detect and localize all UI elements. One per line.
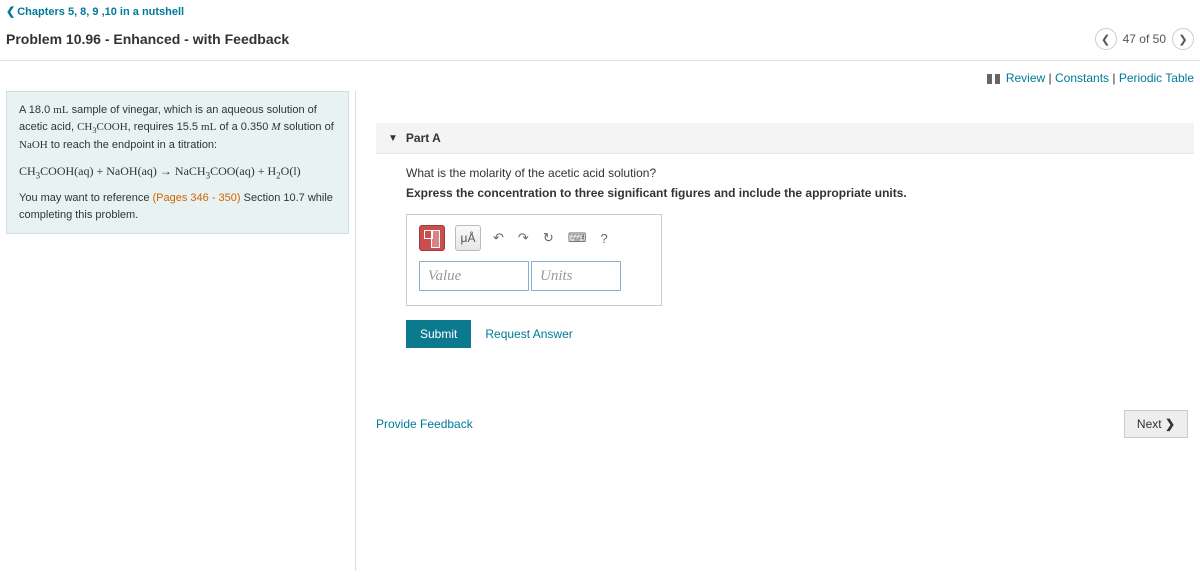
periodic-table-link[interactable]: Periodic Table [1119,71,1194,85]
reset-icon[interactable]: ↻ [541,228,556,248]
help-icon[interactable]: ? [598,229,609,248]
keyboard-icon[interactable]: ⌨ [566,228,589,248]
submit-button[interactable]: Submit [406,320,471,348]
nav-position: 47 of 50 [1123,32,1166,46]
question-text: What is the molarity of the acetic acid … [406,166,1164,180]
prev-button[interactable]: ❮ [1095,28,1117,50]
chevron-left-icon: ❮ [6,6,15,18]
provide-feedback-link[interactable]: Provide Feedback [376,417,473,431]
top-links: Review | Constants | Periodic Table [0,61,1200,91]
part-label: Part A [406,131,441,145]
part-header[interactable]: ▼ Part A [376,123,1194,154]
template-icon[interactable] [419,225,445,251]
request-answer-link[interactable]: Request Answer [485,327,572,341]
breadcrumb: ❮Chapters 5, 8, 9 ,10 in a nutshell [0,0,1200,22]
flag-icon[interactable] [987,74,1000,84]
next-page-button[interactable]: Next ❯ [1124,410,1188,438]
symbols-button[interactable]: μÅ [455,225,481,251]
problem-statement: A 18.0 mL sample of vinegar, which is an… [6,91,349,234]
constants-link[interactable]: Constants [1055,71,1109,85]
review-link[interactable]: Review [1006,71,1045,85]
instruction-text: Express the concentration to three signi… [406,186,1164,200]
undo-icon[interactable]: ↶ [491,228,506,248]
reference-link[interactable]: (Pages 346 - 350) [153,192,241,204]
units-input[interactable]: Units [531,261,621,291]
value-input[interactable]: Value [419,261,529,291]
next-button[interactable]: ❯ [1172,28,1194,50]
page-title: Problem 10.96 - Enhanced - with Feedback [6,31,289,47]
redo-icon[interactable]: ↷ [516,228,531,248]
answer-box: μÅ ↶ ↷ ↻ ⌨ ? Value Units [406,214,662,306]
breadcrumb-link[interactable]: ❮Chapters 5, 8, 9 ,10 in a nutshell [6,6,184,18]
equation: CH3COOH(aq) + NaOH(aq) → NaCH3COO(aq) + … [19,162,336,183]
collapse-icon: ▼ [388,133,398,144]
